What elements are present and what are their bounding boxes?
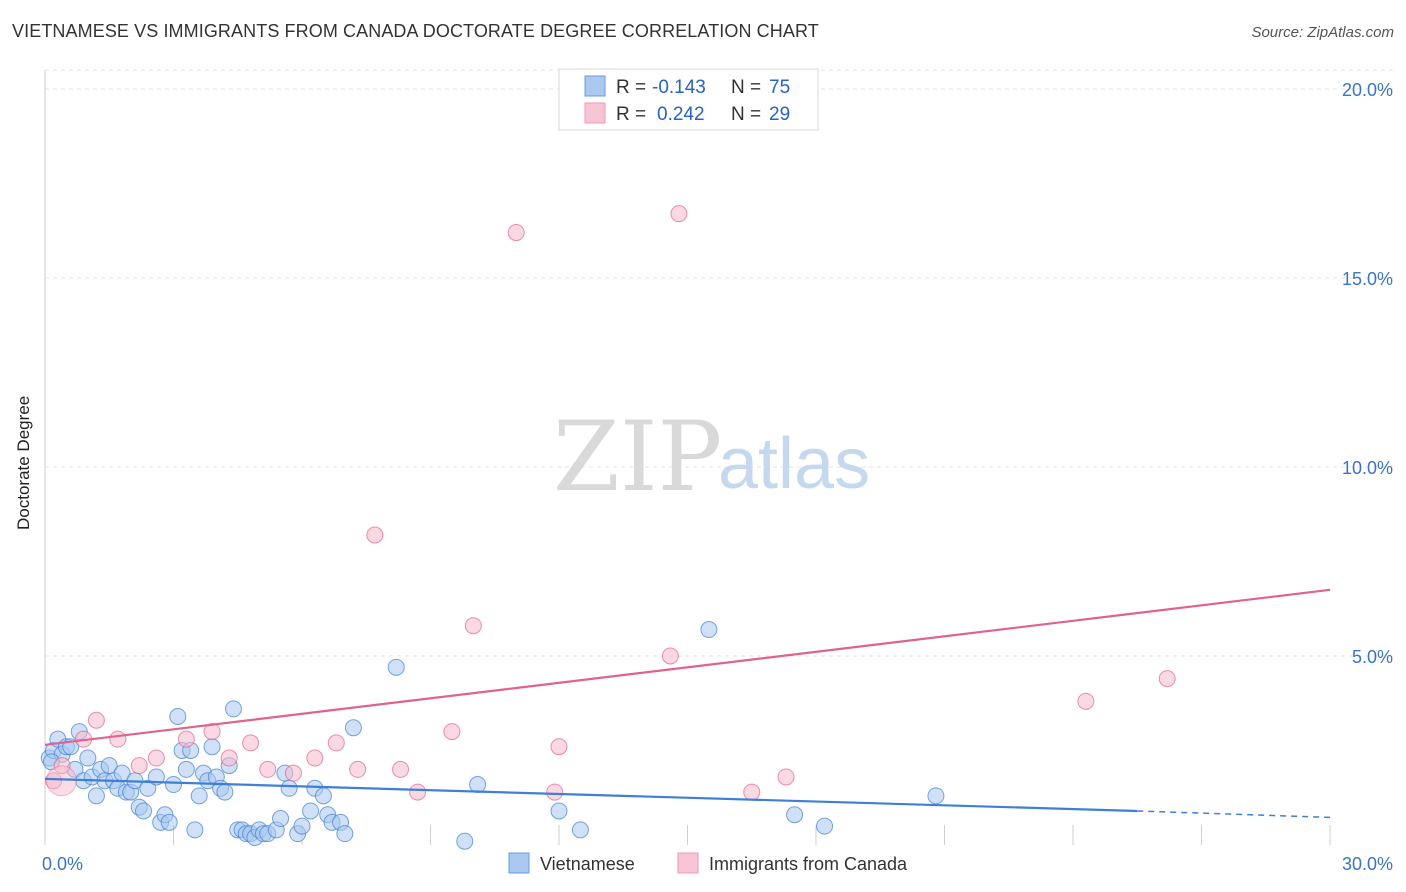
source-credit: Source: ZipAtlas.com bbox=[1251, 24, 1394, 41]
legend-box: R = -0.143 N = 75 R = 0.242 N = 29 bbox=[558, 68, 819, 131]
point-canada bbox=[109, 730, 127, 748]
point-canada bbox=[670, 205, 688, 223]
point-vietnamese bbox=[816, 817, 834, 835]
y-tick-label: 5.0% bbox=[1352, 647, 1393, 667]
point-canada bbox=[284, 764, 302, 782]
point-vietnamese bbox=[190, 787, 208, 805]
y-tick-label: 20.0% bbox=[1342, 80, 1393, 100]
bottom-legend-canada: Immigrants from Canada bbox=[709, 854, 908, 874]
point-canada bbox=[327, 734, 345, 752]
gridlines bbox=[44, 69, 1395, 845]
point-canada bbox=[1158, 670, 1176, 688]
point-vietnamese bbox=[169, 707, 187, 725]
trend-line-canada bbox=[44, 588, 1331, 746]
trend-line-vietnamese bbox=[44, 777, 1138, 813]
point-vietnamese bbox=[786, 806, 804, 824]
point-canada bbox=[392, 760, 410, 778]
point-canada bbox=[546, 783, 564, 801]
point-vietnamese bbox=[280, 779, 298, 797]
point-canada bbox=[409, 783, 427, 801]
legend-r-label: R = bbox=[616, 104, 646, 125]
trend-lines bbox=[44, 588, 1331, 819]
point-canada bbox=[259, 760, 277, 778]
point-vietnamese bbox=[550, 802, 568, 820]
bottom-legend-vietnamese: Vietnamese bbox=[540, 854, 635, 874]
point-canada bbox=[220, 749, 238, 767]
bottom-legend-swatch-vietnamese bbox=[508, 852, 530, 874]
x-tick-label: 0.0% bbox=[42, 854, 83, 874]
point-canada bbox=[349, 760, 367, 778]
point-vietnamese bbox=[135, 802, 153, 820]
legend-r-value-vietnamese: -0.143 bbox=[652, 77, 706, 98]
legend-n-value-vietnamese: 75 bbox=[769, 77, 790, 98]
watermark-zip: ZIP bbox=[553, 401, 722, 513]
y-tick-label: 10.0% bbox=[1342, 458, 1393, 478]
point-canada bbox=[443, 723, 461, 741]
point-canada bbox=[1077, 692, 1095, 710]
point-vietnamese bbox=[139, 779, 157, 797]
x-tick-label: 30.0% bbox=[1342, 854, 1393, 874]
point-canada bbox=[743, 783, 761, 801]
point-vietnamese bbox=[336, 825, 354, 843]
point-vietnamese bbox=[927, 787, 945, 805]
point-canada bbox=[661, 647, 679, 665]
point-vietnamese bbox=[165, 776, 182, 794]
watermark: ZIP atlas bbox=[553, 401, 870, 513]
point-vietnamese bbox=[160, 813, 178, 831]
point-canada bbox=[177, 730, 195, 748]
legend-n-label: N = bbox=[731, 104, 761, 125]
point-vietnamese bbox=[469, 776, 487, 794]
point-vietnamese bbox=[87, 787, 105, 805]
point-vietnamese bbox=[314, 787, 332, 805]
point-vietnamese bbox=[571, 821, 589, 839]
legend-r-value-canada: 0.242 bbox=[657, 104, 705, 125]
trend-line-vietnamese-extension bbox=[1137, 810, 1331, 819]
legend-swatch-canada bbox=[584, 102, 606, 124]
point-vietnamese bbox=[387, 658, 405, 676]
y-tick-label: 15.0% bbox=[1342, 269, 1393, 289]
point-canada bbox=[147, 749, 165, 767]
legend-swatch-vietnamese bbox=[584, 75, 606, 97]
point-vietnamese bbox=[216, 783, 234, 801]
point-canada bbox=[242, 734, 260, 752]
bottom-legend: Vietnamese Immigrants from Canada bbox=[508, 852, 908, 874]
legend-n-value-canada: 29 bbox=[769, 104, 790, 125]
chart-title: VIETNAMESE VS IMMIGRANTS FROM CANADA DOC… bbox=[12, 21, 819, 41]
bottom-legend-swatch-canada bbox=[677, 852, 699, 874]
point-vietnamese bbox=[177, 760, 195, 778]
point-canada bbox=[87, 711, 105, 729]
legend-r-label: R = bbox=[616, 77, 646, 98]
point-canada bbox=[306, 749, 324, 767]
point-canada bbox=[366, 526, 384, 544]
point-vietnamese bbox=[344, 719, 362, 737]
point-canada bbox=[507, 224, 525, 242]
point-canada bbox=[464, 617, 482, 635]
point-vietnamese bbox=[272, 810, 290, 828]
point-canada bbox=[777, 768, 795, 786]
point-vietnamese bbox=[700, 621, 718, 639]
point-vietnamese bbox=[203, 738, 221, 756]
watermark-atlas: atlas bbox=[718, 424, 870, 504]
point-vietnamese bbox=[293, 817, 311, 835]
point-vietnamese bbox=[79, 749, 97, 767]
legend-n-label: N = bbox=[731, 77, 761, 98]
point-vietnamese bbox=[456, 832, 474, 850]
axis-ticks: 5.0% 10.0% 15.0% 20.0% 0.0% 30.0% bbox=[42, 80, 1393, 874]
data-points bbox=[40, 205, 1176, 850]
point-canada bbox=[550, 738, 568, 756]
point-vietnamese bbox=[224, 700, 242, 718]
point-vietnamese bbox=[186, 821, 204, 839]
point-canada bbox=[130, 757, 148, 775]
point-vietnamese bbox=[302, 802, 320, 820]
